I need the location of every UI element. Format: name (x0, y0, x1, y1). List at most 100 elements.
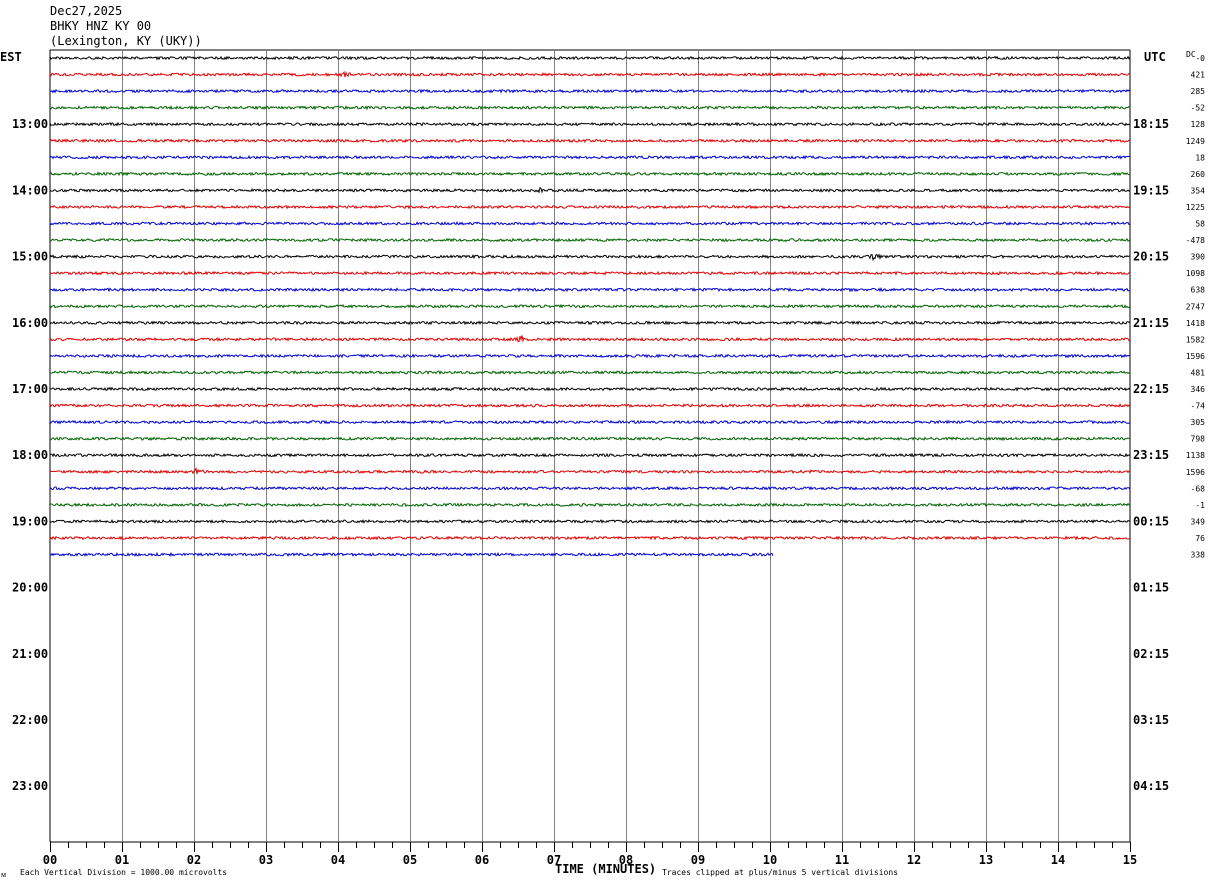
seismic-trace (49, 436, 1131, 442)
dc-offset-label: 58 (1195, 220, 1205, 229)
scale-note: Each Vertical Division = 1000.00 microvo… (20, 868, 228, 877)
right-hour-label: 20:15 (1133, 250, 1169, 264)
seismic-trace (49, 335, 1131, 343)
left-hour-label: 23:00 (12, 779, 48, 793)
x-tick-label: 05 (403, 853, 417, 867)
seismic-trace (49, 237, 1131, 243)
seismic-trace (49, 171, 1131, 177)
dc-offset-label: 285 (1191, 87, 1206, 96)
x-tick-label: 14 (1051, 853, 1065, 867)
seismic-trace (49, 55, 1131, 61)
seismic-trace (49, 105, 1131, 111)
left-timezone-label: EST (0, 50, 22, 64)
grid-lines (49, 49, 1131, 852)
dc-offset-label: 349 (1191, 517, 1206, 526)
dc-offset-label: -0 (1195, 54, 1205, 63)
corner-mark: ᴍ (1, 870, 7, 879)
seismic-trace (49, 403, 1131, 409)
x-tick-label: 01 (115, 853, 129, 867)
x-tick-label: 02 (187, 853, 201, 867)
dc-offset-label: 1138 (1186, 451, 1205, 460)
dc-offset-label: 638 (1191, 286, 1206, 295)
dc-offset-label: 1582 (1186, 335, 1205, 344)
dc-offset-label: -68 (1191, 484, 1206, 493)
x-tick-label: 15 (1123, 853, 1137, 867)
dc-offset-label: 346 (1191, 385, 1206, 394)
dc-offset-label: 1225 (1186, 203, 1205, 212)
dc-offset-label: 1098 (1186, 269, 1205, 278)
seismic-trace (49, 502, 1131, 508)
dc-offset-label: 1418 (1186, 319, 1205, 328)
left-hour-label: 19:00 (12, 514, 48, 528)
dc-offset-label: -52 (1191, 104, 1206, 113)
seismic-trace (49, 370, 1131, 376)
left-hour-label: 14:00 (12, 183, 48, 197)
station-location: (Lexington, KY (UKY)) (50, 34, 202, 48)
seismic-trace (49, 138, 1131, 144)
right-hour-label: 18:15 (1133, 117, 1169, 131)
left-hour-label: 17:00 (12, 382, 48, 396)
left-hour-label: 22:00 (12, 713, 48, 727)
right-hour-label: 01:15 (1133, 581, 1169, 595)
dc-offset-label: 338 (1191, 551, 1206, 560)
seismic-trace (49, 221, 1131, 226)
dc-offset-label: 2747 (1186, 302, 1205, 311)
dc-offset-label: 354 (1191, 186, 1206, 195)
x-tick-label: 09 (691, 853, 705, 867)
seismic-trace (49, 186, 1131, 194)
seismic-trace (49, 419, 1131, 425)
clip-note: Traces clipped at plus/minus 5 vertical … (662, 868, 899, 877)
dc-offset-label: 76 (1195, 534, 1205, 543)
right-hour-label: 21:15 (1133, 316, 1169, 330)
right-hour-label: 19:15 (1133, 183, 1169, 197)
right-hour-label: 03:15 (1133, 713, 1169, 727)
seismic-trace (49, 154, 1131, 160)
seismic-trace (49, 204, 1131, 210)
dc-offset-label: 390 (1191, 253, 1206, 262)
dc-offset-label: 1596 (1186, 352, 1205, 361)
seismic-trace (49, 270, 1131, 276)
dc-offset-label: -478 (1186, 236, 1205, 245)
seismic-trace (49, 320, 1131, 326)
plot-date: Dec27,2025 (50, 4, 123, 18)
seismic-trace (49, 452, 1131, 458)
right-hour-label: 23:15 (1133, 448, 1169, 462)
seismic-trace (49, 287, 1131, 293)
left-hour-label: 18:00 (12, 448, 48, 462)
seismic-traces (49, 55, 1131, 557)
seismic-trace (49, 303, 1131, 309)
dc-offset-label: 18 (1195, 153, 1205, 162)
seismic-trace (49, 121, 1131, 127)
dc-offset-label: 128 (1191, 120, 1206, 129)
dc-offset-label: 1596 (1186, 468, 1205, 477)
seismic-trace (49, 70, 1131, 78)
seismic-trace (49, 253, 1131, 262)
x-tick-label: 12 (907, 853, 921, 867)
left-hour-label: 15:00 (12, 250, 48, 264)
dc-offset-label: 1249 (1186, 137, 1205, 146)
right-hour-label: 22:15 (1133, 382, 1169, 396)
dc-offset-label: 421 (1191, 71, 1206, 80)
dc-offset-label: -74 (1191, 402, 1206, 411)
dc-header-label: DC (1186, 50, 1196, 59)
dc-offset-label: 305 (1191, 418, 1206, 427)
seismic-trace (49, 518, 1131, 524)
right-hour-label: 02:15 (1133, 647, 1169, 661)
right-hour-label: 00:15 (1133, 514, 1169, 528)
seismic-trace (49, 485, 1131, 491)
x-tick-label: 13 (979, 853, 993, 867)
dc-offset-label: -1 (1195, 501, 1205, 510)
x-axis-title: TIME (MINUTES) (555, 862, 657, 876)
seismic-trace (49, 88, 1131, 94)
x-tick-label: 03 (259, 853, 273, 867)
seismic-trace (49, 353, 1131, 359)
left-hour-label: 21:00 (12, 647, 48, 661)
left-hour-label: 20:00 (12, 581, 48, 595)
left-hour-label: 13:00 (12, 117, 48, 131)
dc-offset-label: 260 (1191, 170, 1206, 179)
seismic-trace (49, 386, 1131, 392)
x-tick-label: 07 (547, 853, 561, 867)
x-tick-label: 10 (763, 853, 777, 867)
right-timezone-label: UTC (1144, 50, 1166, 64)
